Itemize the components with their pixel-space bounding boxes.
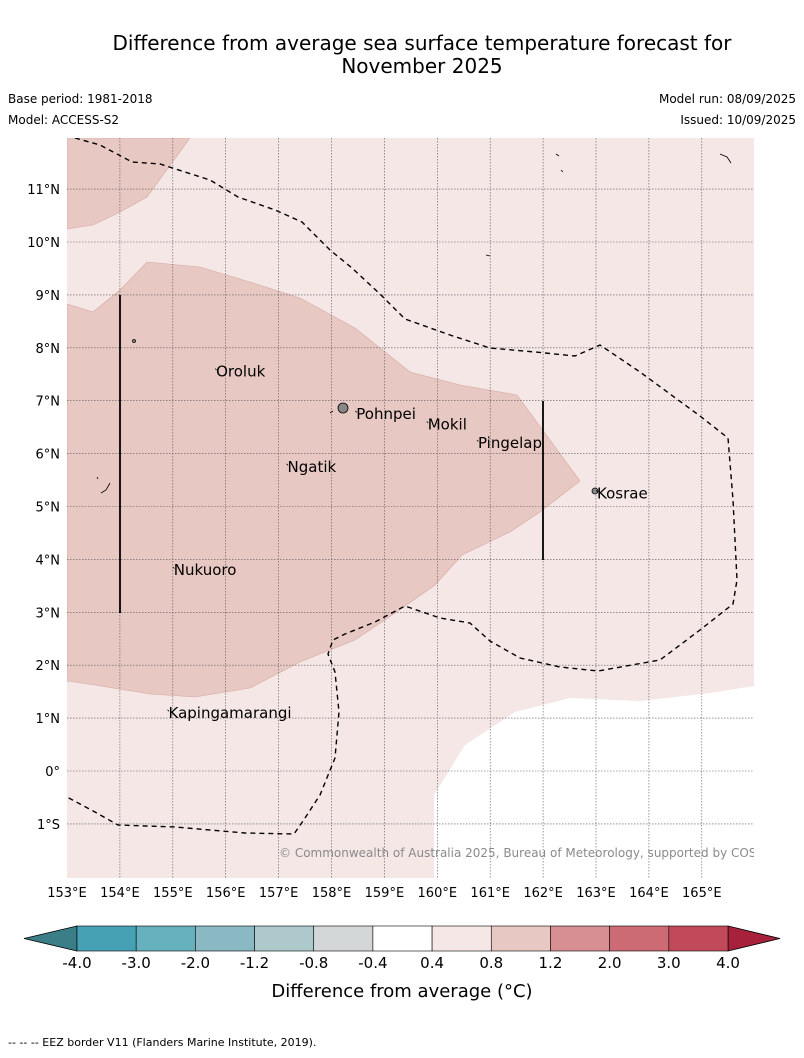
longitude-label: 159°E bbox=[365, 886, 405, 901]
graticule bbox=[67, 138, 754, 878]
longitude-label: 163°E bbox=[576, 886, 616, 901]
colorbar-segment bbox=[76, 925, 137, 952]
latitude-label: 5°N bbox=[36, 501, 61, 516]
longitude-label: 157°E bbox=[259, 886, 299, 901]
colorbar-tick-label: -2.0 bbox=[181, 954, 210, 972]
eez-border bbox=[67, 138, 738, 835]
latitude-label: 8°N bbox=[36, 342, 61, 357]
place-label: Nukuoro bbox=[174, 561, 237, 579]
latitude-label: 9°N bbox=[36, 289, 61, 304]
colorbar-segment bbox=[490, 925, 551, 952]
title-line-1: Difference from average sea surface temp… bbox=[112, 31, 732, 55]
base-period: Base period: 1981-2018 bbox=[8, 92, 153, 106]
latitude-label: 2°N bbox=[36, 659, 61, 674]
anomaly-region-neutral bbox=[434, 686, 754, 878]
longitude-label: 156°E bbox=[206, 886, 246, 901]
latitude-labels: 11°N 10°N 9°N 8°N 7°N 6°N 5°N 4°N 3°N 2°N 1°N 0° 1°S bbox=[27, 183, 60, 833]
colorbar-tick-label: 2.0 bbox=[598, 954, 622, 972]
place-labels: Oroluk Pohnpei Mokil Pingelap Ngatik Kosrae Nu… bbox=[167, 363, 648, 722]
place-label: Mokil bbox=[428, 416, 467, 434]
place-label: Kapingamarangi bbox=[169, 704, 292, 722]
colorbar-segment bbox=[195, 925, 255, 952]
colorbar-segment bbox=[135, 925, 196, 952]
place-label: Pingelap bbox=[478, 434, 542, 452]
latitude-label: 3°N bbox=[36, 606, 61, 621]
copyright-notice: © Commonwealth of Australia 2025, Bureau… bbox=[279, 846, 784, 860]
islands bbox=[96, 153, 732, 495]
model-name: Model: ACCESS-S2 bbox=[8, 113, 120, 127]
issued-date: Issued: 10/09/2025 bbox=[680, 113, 796, 127]
longitude-label: 165°E bbox=[682, 886, 722, 901]
colorbar-under-arrow bbox=[23, 925, 78, 952]
model-run: Model run: 08/09/2025 bbox=[658, 92, 796, 106]
longitude-label: 162°E bbox=[523, 886, 563, 901]
latitude-label: 4°N bbox=[36, 553, 61, 568]
title-line-2: November 2025 bbox=[341, 54, 503, 78]
atoll-marks bbox=[96, 153, 732, 494]
colorbar-segment bbox=[254, 925, 315, 952]
latitude-label: 1°N bbox=[36, 712, 61, 727]
colorbar-tick-label: -1.2 bbox=[240, 954, 269, 972]
colorbar-segment bbox=[372, 925, 433, 952]
place-marker bbox=[167, 709, 170, 712]
place-label: Kosrae bbox=[597, 484, 648, 502]
place-marker bbox=[355, 410, 358, 413]
colorbar-tick-label: 0.4 bbox=[420, 954, 444, 972]
place-label: Oroluk bbox=[216, 363, 265, 381]
place-label: Ngatik bbox=[288, 458, 337, 476]
colorbar-segment bbox=[431, 925, 492, 952]
anomaly-region-0.8-1.2-north bbox=[67, 138, 191, 230]
colorbar-label: Difference from average (°C) bbox=[271, 981, 532, 1002]
longitude-label: 160°E bbox=[418, 886, 458, 901]
colorbar-tick-label: 1.2 bbox=[539, 954, 563, 972]
eez-legend-note: -- -- -- EEZ border V11 (Flanders Marine… bbox=[8, 1036, 317, 1049]
colorbar-segment bbox=[313, 925, 374, 952]
colorbar-tick-label: -0.4 bbox=[358, 954, 387, 972]
colorbar-tick-label: 3.0 bbox=[657, 954, 681, 972]
longitude-label: 155°E bbox=[153, 886, 193, 901]
colorbar-over-arrow bbox=[727, 925, 781, 952]
place-label: Pohnpei bbox=[356, 405, 416, 423]
longitude-label: 154°E bbox=[100, 886, 140, 901]
colorbar-tick-label: -4.0 bbox=[62, 954, 91, 972]
pohnpei-island bbox=[337, 402, 349, 414]
map-plot-area: Oroluk Pohnpei Mokil Pingelap Ngatik Kosrae Nu… bbox=[67, 138, 784, 878]
colorbar: -4.0 -3.0 -2.0 -1.2 -0.8 -0.4 0.4 0.8 1.2 2.0 3.0 4… bbox=[23, 925, 781, 972]
colorbar-segment bbox=[609, 925, 670, 952]
colorbar-tick-label: 0.8 bbox=[479, 954, 503, 972]
colorbar-tick-label: 4.0 bbox=[716, 954, 740, 972]
place-marker bbox=[172, 566, 175, 569]
latitude-label: 6°N bbox=[36, 448, 61, 463]
small-atoll bbox=[132, 339, 136, 343]
longitude-labels: 153°E 154°E 155°E 156°E 157°E 158°E 159°E 160°E… bbox=[47, 886, 721, 901]
colorbar-segment bbox=[550, 925, 610, 952]
longitude-label: 164°E bbox=[629, 886, 669, 901]
latitude-label: 10°N bbox=[27, 236, 60, 251]
kosrae-island bbox=[591, 487, 599, 495]
latitude-label: 11°N bbox=[27, 183, 60, 198]
colorbar-tick-label: -3.0 bbox=[122, 954, 151, 972]
longitude-label: 161°E bbox=[470, 886, 510, 901]
map-title: Difference from average sea surface temp… bbox=[0, 32, 804, 78]
longitude-label: 158°E bbox=[312, 886, 352, 901]
colorbar-tick-label: -0.8 bbox=[299, 954, 328, 972]
colorbar-segment bbox=[668, 925, 729, 952]
longitude-label: 153°E bbox=[47, 886, 87, 901]
place-marker bbox=[595, 489, 598, 493]
latitude-label: 1°S bbox=[37, 818, 60, 833]
anomaly-region-0.8-1.2-main bbox=[67, 261, 581, 698]
sst-anomaly-map: Oroluk Pohnpei Mokil Pingelap Ngatik Kosrae Nu… bbox=[23, 138, 784, 1002]
place-marker bbox=[426, 421, 429, 424]
latitude-label: 0° bbox=[45, 765, 60, 780]
latitude-label: 7°N bbox=[36, 395, 61, 410]
place-marker bbox=[286, 463, 289, 466]
place-marker bbox=[214, 368, 217, 371]
place-marker bbox=[476, 439, 479, 442]
